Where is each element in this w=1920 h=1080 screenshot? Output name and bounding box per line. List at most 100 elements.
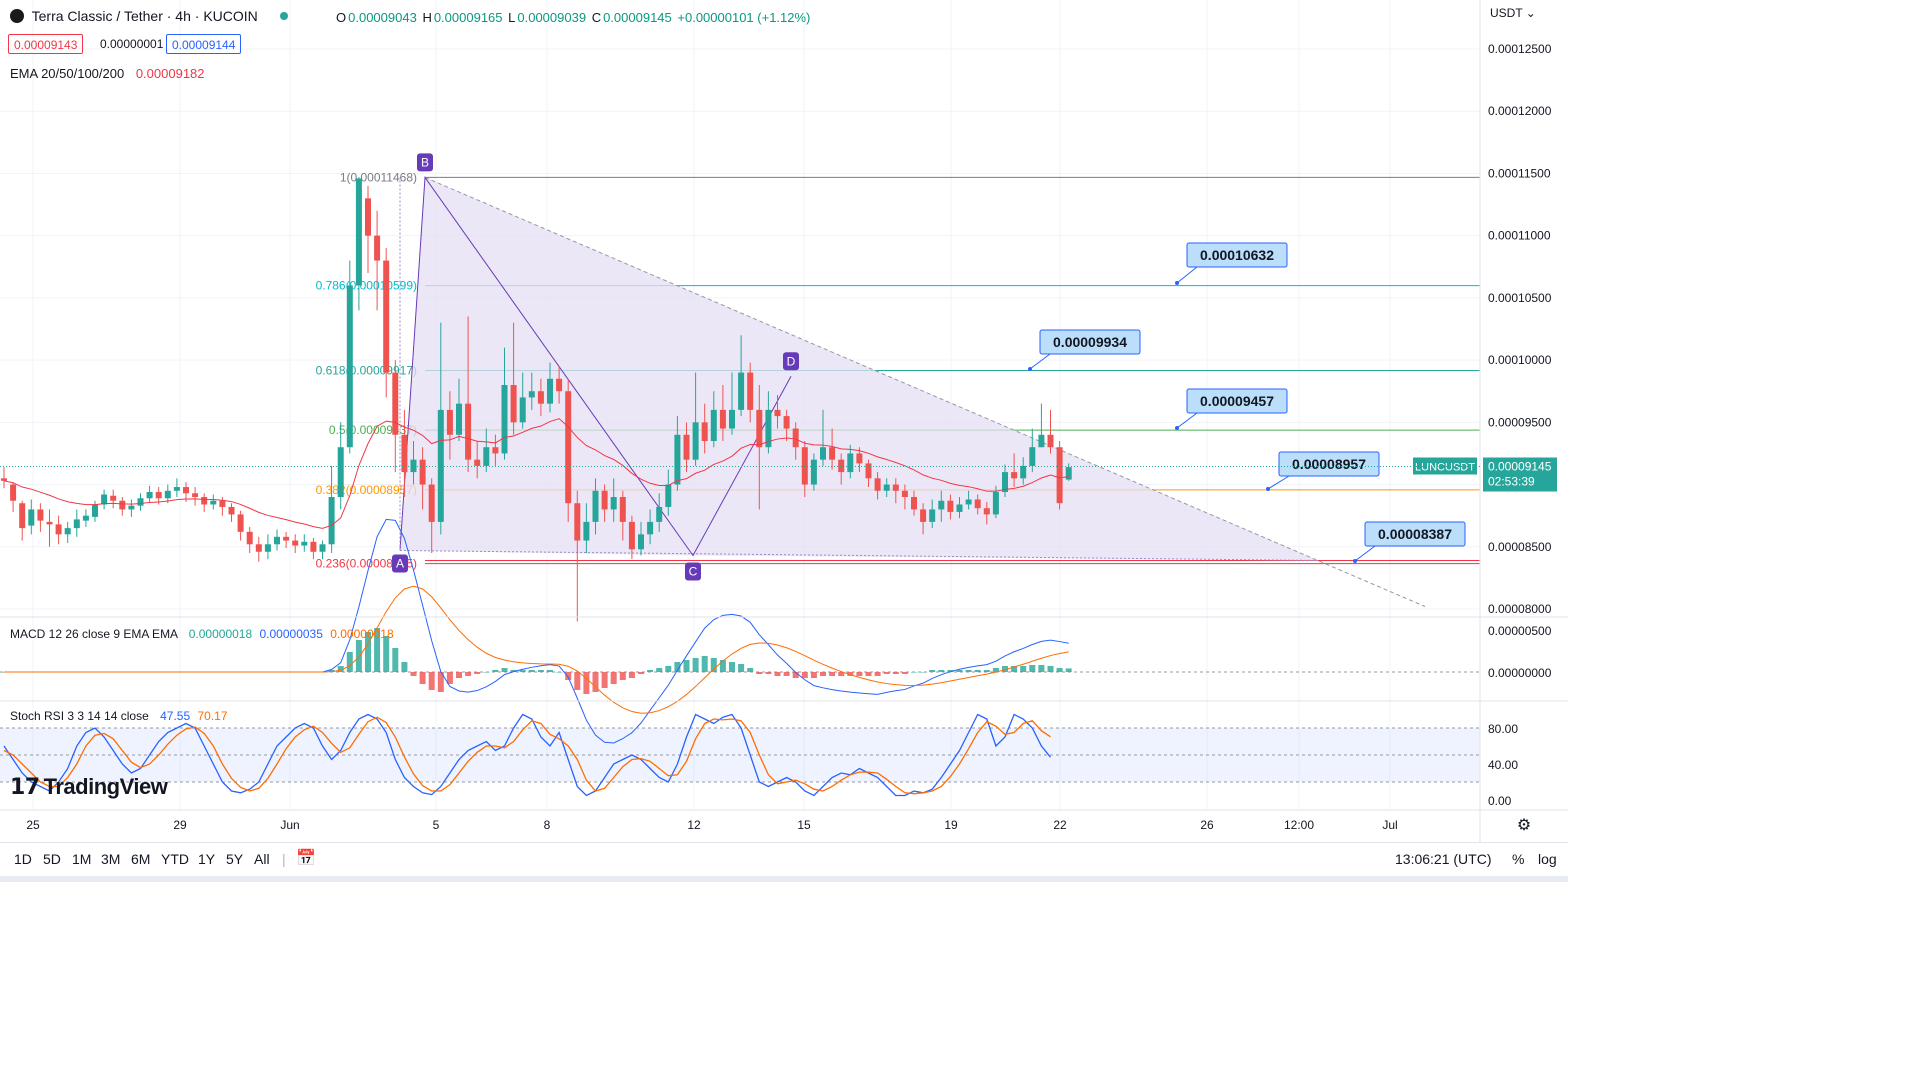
macd-histogram-bar — [983, 670, 990, 672]
candle-body — [628, 521, 635, 550]
symbol-title[interactable]: Terra Classic / Tether · 4h · KUCOIN — [31, 8, 258, 24]
percent-toggle[interactable]: % — [1512, 851, 1525, 867]
macd-histogram-bar — [365, 632, 371, 672]
callout-anchor — [1175, 281, 1179, 285]
sell-price-button[interactable]: 0.00009143 — [8, 34, 84, 54]
open-value: 0.00009043 — [348, 10, 417, 25]
time-tick-label: 19 — [944, 818, 958, 832]
fib-level-label: 1(0.00011468) — [340, 170, 417, 184]
callout-pointer — [1176, 412, 1198, 429]
log-toggle[interactable]: log — [1538, 851, 1557, 867]
candle-body — [647, 521, 654, 535]
macd-histogram-bar — [501, 668, 508, 672]
candle-body — [528, 391, 535, 398]
macd-histogram-bar — [874, 672, 881, 676]
ohlc-readout: O 0.00009043 H 0.00009165 L 0.00009039 C 0.0… — [336, 10, 812, 25]
macd-histogram-bar — [1065, 668, 1072, 672]
range-5d-button[interactable]: 5D — [43, 851, 61, 867]
macd-histogram-bar — [619, 672, 626, 680]
stoch-label: Stoch RSI 3 3 14 14 close — [10, 709, 149, 723]
chart-canvas[interactable]: 1(0.00011468) 0.786(0.00010599) 0.618(0.00… — [0, 0, 1568, 842]
macd-legend[interactable]: MACD 12 26 close 9 EMA EMA 0.00000018 0.… — [10, 627, 394, 641]
macd-histogram-bar — [556, 672, 563, 673]
callout-label: 0.00009457 — [1200, 393, 1274, 409]
stoch-legend[interactable]: Stoch RSI 3 3 14 14 close 47.55 70.17 — [10, 709, 228, 723]
currency-selector[interactable]: USDT ⌄ — [1490, 6, 1536, 20]
macd-histogram-bar — [456, 672, 462, 678]
macd-histogram-bar — [992, 668, 999, 672]
range-1m-button[interactable]: 1M — [72, 851, 92, 867]
fib-level-label: 0.236(0.00008365) — [316, 557, 417, 571]
candle-body — [274, 536, 280, 545]
macd-histogram-bar — [838, 672, 845, 676]
macd-histogram-bar — [674, 662, 681, 672]
candle-body — [947, 500, 954, 512]
ema-20-line — [3, 418, 1069, 529]
candle-body — [173, 487, 180, 491]
callout-label: 0.00010632 — [1200, 247, 1274, 263]
macd-axis-label: 0.00000500 — [1488, 624, 1552, 638]
candle-body — [710, 409, 717, 441]
macd-histogram-bar — [956, 670, 963, 672]
macd-histogram-bar — [719, 660, 726, 672]
candle-body — [492, 447, 499, 454]
candle-body — [601, 490, 608, 510]
time-tick-label: 12:00 — [1284, 818, 1314, 832]
range-1y-button[interactable]: 1Y — [198, 851, 216, 867]
buy-price-button[interactable]: 0.00009144 — [166, 34, 242, 54]
candle-body — [756, 409, 763, 448]
candle-body — [219, 500, 226, 507]
range-all-button[interactable]: All — [254, 851, 270, 867]
candle-body — [1047, 434, 1054, 448]
candle-body — [519, 397, 526, 423]
candle-body — [565, 391, 572, 504]
countdown-label: 02:53:39 — [1488, 475, 1535, 489]
candle-body — [683, 434, 690, 460]
candle-body — [201, 497, 208, 505]
tradingview-logo[interactable]: 𝟭𝟳 TradingView — [10, 774, 168, 800]
clock-readout[interactable]: 13:06:21 (UTC) — [1395, 851, 1492, 867]
candle-body — [474, 459, 481, 466]
ema-line — [3, 418, 1069, 529]
range-5y-button[interactable]: 5Y — [226, 851, 244, 867]
candle-body — [938, 500, 945, 510]
time-tick-label: 29 — [173, 818, 187, 832]
macd-line-value: 0.00000035 — [259, 627, 323, 641]
symbol-header[interactable]: Terra Classic / Tether · 4h · KUCOIN — [10, 8, 302, 24]
stoch-k-line — [3, 713, 1052, 797]
macd-histogram-bar — [656, 668, 663, 672]
macd-histogram-bar — [410, 672, 417, 676]
price-callouts[interactable]: 0.00010632 0.00009934 0.00009457 0.00008957… — [1028, 242, 1466, 563]
macd-histogram-bar — [537, 670, 544, 672]
pattern-point-marker — [392, 554, 408, 573]
candle-body — [501, 385, 508, 454]
candle-body — [1056, 447, 1063, 504]
ema-legend[interactable]: EMA 20/50/100/200 0.00009182 — [10, 66, 205, 81]
candle-body — [228, 506, 235, 515]
close-value: 0.00009145 — [603, 10, 672, 25]
range-6m-button[interactable]: 6M — [131, 851, 151, 867]
price-tick-label: 0.00008000 — [1488, 602, 1552, 616]
callout-box — [1186, 388, 1288, 414]
ema-label: EMA 20/50/100/200 — [10, 66, 125, 81]
macd-histogram-bar — [374, 628, 381, 672]
candle-body — [674, 434, 681, 485]
range-ytd-button[interactable]: YTD — [161, 851, 189, 867]
range-1d-button[interactable]: 1D — [14, 851, 32, 867]
macd-histogram-bar — [328, 670, 335, 672]
candle-body — [810, 459, 817, 485]
candle-body — [64, 528, 71, 535]
callout-anchor — [1028, 367, 1032, 371]
candle-body — [965, 499, 972, 505]
macd-histogram-bar — [974, 670, 981, 672]
calendar-icon[interactable]: 📅 — [296, 850, 316, 867]
macd-histogram-bar — [929, 670, 936, 672]
pattern-point-marker — [417, 153, 433, 172]
candle-body — [255, 544, 262, 552]
macd-histogram-bar — [665, 666, 672, 672]
callout-box — [1186, 242, 1288, 268]
trendline-upper — [424, 176, 1426, 607]
pattern-points[interactable]: A B C D — [392, 153, 799, 581]
candle-body — [656, 506, 663, 522]
range-3m-button[interactable]: 3M — [101, 851, 121, 867]
